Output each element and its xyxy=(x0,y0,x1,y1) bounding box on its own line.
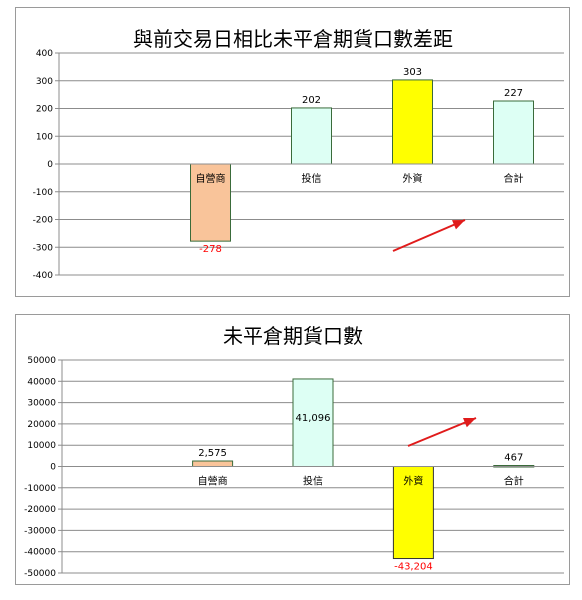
y-tick-label: 100 xyxy=(36,132,53,142)
value-label: 303 xyxy=(403,67,422,78)
y-tick-label: -30000 xyxy=(24,526,56,536)
y-tick-label: 400 xyxy=(36,49,53,59)
y-tick-label: -200 xyxy=(33,216,54,226)
bar-投信 xyxy=(291,107,332,165)
y-tick-label: -400 xyxy=(33,271,54,281)
y-tick-label: 0 xyxy=(47,160,53,170)
category-label: 合計 xyxy=(504,172,524,185)
value-label: 202 xyxy=(302,95,321,106)
value-label: -43,204 xyxy=(394,562,433,573)
chart-title: 與前交易日相比未平倉期貨口數差距 xyxy=(133,27,453,51)
y-tick-label: 50000 xyxy=(27,356,56,366)
y-tick-label: -300 xyxy=(33,243,54,253)
y-tick-label: 0 xyxy=(50,463,56,473)
bar-外資 xyxy=(392,79,433,165)
annotation-arrow xyxy=(407,417,477,447)
category-label: 自營商 xyxy=(198,475,228,488)
annotation-arrowhead xyxy=(452,220,465,230)
y-tick-label: -10000 xyxy=(24,484,56,494)
chart-open-interest: 未平倉期貨口數 50000 40000 30000 20000 10000 0 -10000… xyxy=(24,324,564,579)
category-label: 外資 xyxy=(403,173,423,185)
chart-panel-futures-change: 與前交易日相比未平倉期貨口數差距 400 300 200 100 0 -100 -200 -3… xyxy=(15,7,570,297)
bar-合計 xyxy=(493,100,534,165)
y-tick-label: -20000 xyxy=(24,505,56,515)
value-label: 2,575 xyxy=(198,448,227,459)
category-label: 投信 xyxy=(303,475,323,488)
y-tick-label: -40000 xyxy=(24,548,56,558)
y-tick-label: 200 xyxy=(36,105,53,115)
y-tick-label: 300 xyxy=(36,77,53,87)
value-label: 227 xyxy=(504,88,523,99)
y-tick-label: 30000 xyxy=(27,399,56,409)
bar-投信 xyxy=(292,378,334,467)
y-tick-label: -50000 xyxy=(24,569,56,579)
value-label: -278 xyxy=(199,244,222,255)
y-tick-label: 10000 xyxy=(27,441,56,451)
y-tick-label: -100 xyxy=(33,188,54,198)
bar-外資 xyxy=(392,466,434,560)
chart-futures-change: 與前交易日相比未平倉期貨口數差距 400 300 200 100 0 -100 -200 -3… xyxy=(33,27,564,281)
y-tick-label: 20000 xyxy=(27,420,56,430)
category-label: 外資 xyxy=(403,476,423,488)
category-label: 合計 xyxy=(504,475,524,488)
y-tick-label: 40000 xyxy=(27,377,56,387)
bar-自營商 xyxy=(192,460,234,467)
category-label: 自營商 xyxy=(196,172,226,185)
annotation-arrow xyxy=(392,219,466,252)
value-label: 467 xyxy=(504,453,523,464)
chart-panel-open-interest: 未平倉期貨口數 50000 40000 30000 20000 10000 0 -10000… xyxy=(15,314,570,585)
value-label: 41,096 xyxy=(296,413,331,424)
category-label: 投信 xyxy=(302,172,322,185)
chart-title: 未平倉期貨口數 xyxy=(223,324,363,348)
annotation-arrowhead xyxy=(463,417,476,428)
